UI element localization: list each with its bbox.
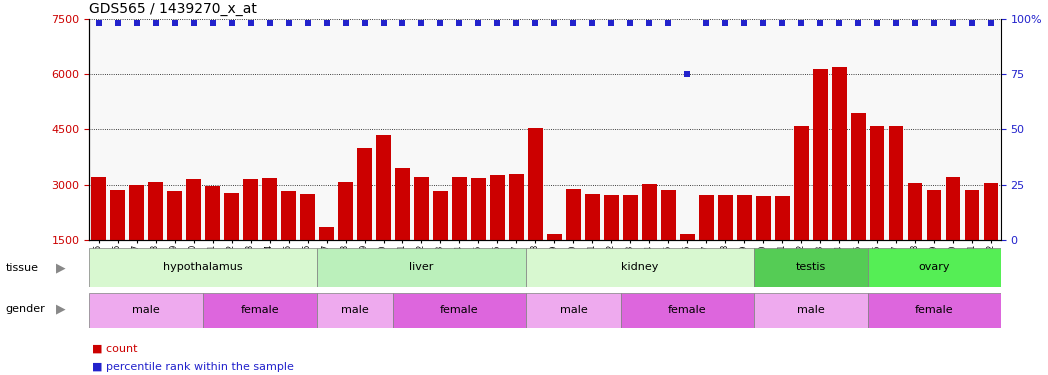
Bar — [168, 191, 181, 296]
Bar — [89, 292, 203, 328]
Bar — [851, 113, 866, 296]
Bar — [526, 248, 754, 287]
Bar — [316, 248, 526, 287]
Text: liver: liver — [410, 262, 434, 272]
Bar — [393, 292, 526, 328]
Text: female: female — [915, 305, 954, 315]
Bar — [624, 195, 637, 296]
Bar — [91, 177, 106, 296]
Bar — [320, 227, 333, 296]
Bar — [620, 292, 754, 328]
Bar — [965, 190, 980, 296]
Bar — [357, 148, 372, 296]
Bar — [547, 234, 562, 296]
Bar — [395, 168, 410, 296]
Bar — [680, 234, 695, 296]
Text: female: female — [440, 305, 479, 315]
Text: ovary: ovary — [919, 262, 951, 272]
Bar — [868, 248, 1001, 287]
Text: male: male — [560, 305, 587, 315]
Bar — [661, 190, 676, 296]
Text: ■ percentile rank within the sample: ■ percentile rank within the sample — [92, 363, 294, 372]
Text: male: male — [798, 305, 825, 315]
Bar — [870, 126, 885, 296]
Bar — [738, 195, 751, 296]
Bar — [642, 184, 656, 296]
Bar — [868, 292, 1001, 328]
Bar — [262, 178, 277, 296]
Bar — [434, 191, 447, 296]
Bar — [376, 135, 391, 296]
Bar — [509, 174, 524, 296]
Bar — [890, 126, 903, 296]
Bar — [414, 177, 429, 296]
Bar — [927, 190, 941, 296]
Text: male: male — [132, 305, 160, 315]
Bar — [699, 195, 714, 296]
Bar — [490, 176, 504, 296]
Text: tissue: tissue — [5, 263, 38, 273]
Bar — [187, 179, 200, 296]
Text: female: female — [241, 305, 280, 315]
Bar — [472, 178, 485, 296]
Bar — [453, 177, 466, 296]
Bar — [813, 69, 828, 296]
Bar — [526, 292, 620, 328]
Text: ■ count: ■ count — [92, 344, 137, 354]
Bar — [605, 195, 618, 296]
Bar — [316, 292, 393, 328]
Bar — [130, 185, 144, 296]
Bar — [776, 196, 789, 296]
Bar — [110, 190, 125, 296]
Bar — [794, 126, 808, 296]
Bar — [243, 179, 258, 296]
Bar — [282, 191, 296, 296]
Text: ▶: ▶ — [56, 303, 66, 316]
Text: ▶: ▶ — [56, 262, 66, 274]
Text: testis: testis — [795, 262, 826, 272]
Bar — [946, 177, 960, 296]
Bar — [224, 193, 239, 296]
Bar — [149, 183, 162, 296]
Bar — [832, 67, 847, 296]
Text: kidney: kidney — [621, 262, 658, 272]
Text: male: male — [342, 305, 369, 315]
Text: GDS565 / 1439270_x_at: GDS565 / 1439270_x_at — [89, 2, 257, 16]
Bar — [909, 183, 922, 296]
Text: gender: gender — [5, 304, 45, 314]
Bar — [984, 183, 999, 296]
Bar — [301, 194, 314, 296]
Bar — [718, 195, 733, 296]
Bar — [528, 128, 543, 296]
Bar — [205, 186, 220, 296]
Bar — [757, 196, 770, 296]
Bar — [203, 292, 316, 328]
Bar — [586, 194, 599, 296]
Bar — [89, 248, 316, 287]
Text: hypothalamus: hypothalamus — [163, 262, 243, 272]
Bar — [339, 183, 352, 296]
Text: female: female — [669, 305, 706, 315]
Bar — [754, 248, 868, 287]
Bar — [754, 292, 868, 328]
Bar — [566, 189, 581, 296]
